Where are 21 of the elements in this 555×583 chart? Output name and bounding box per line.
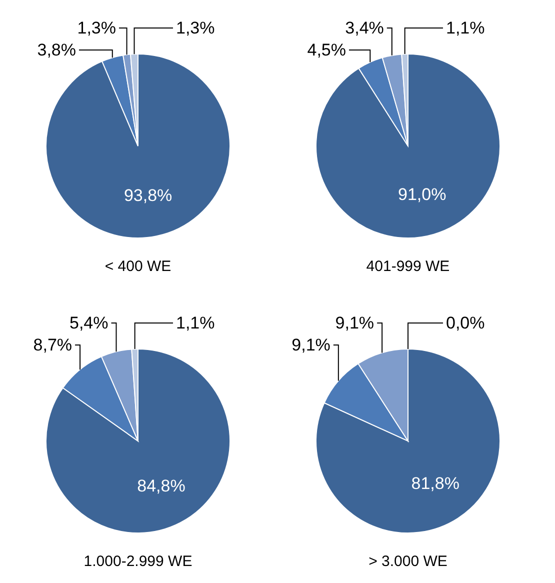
data-label: 84,8% xyxy=(137,476,186,496)
data-label: 1,3% xyxy=(176,18,215,38)
data-label: 9,1% xyxy=(292,336,330,354)
data-label: 4,5% xyxy=(307,40,346,60)
data-label: 81,8% xyxy=(411,474,460,494)
data-label: 9,1% xyxy=(335,314,374,332)
data-label: 3,8% xyxy=(37,40,76,60)
data-label: 5,4% xyxy=(69,314,108,332)
text: 1.000-2.999 WE xyxy=(82,553,194,570)
text: > 3.000 WE xyxy=(368,553,448,570)
data-label: 1,1% xyxy=(176,314,215,332)
text: 401-999 WE xyxy=(365,258,451,275)
data-label: 1,3% xyxy=(77,18,116,38)
text: < 400 WE xyxy=(104,258,172,275)
data-label: 91,0% xyxy=(398,185,446,204)
data-label: 3,4% xyxy=(345,18,384,38)
data-label: 93,8% xyxy=(124,186,172,206)
data-label: 8,7% xyxy=(33,336,72,354)
data-label: 1,1% xyxy=(446,18,485,38)
pie-slice xyxy=(358,57,408,146)
text: 0,0% xyxy=(446,314,485,332)
